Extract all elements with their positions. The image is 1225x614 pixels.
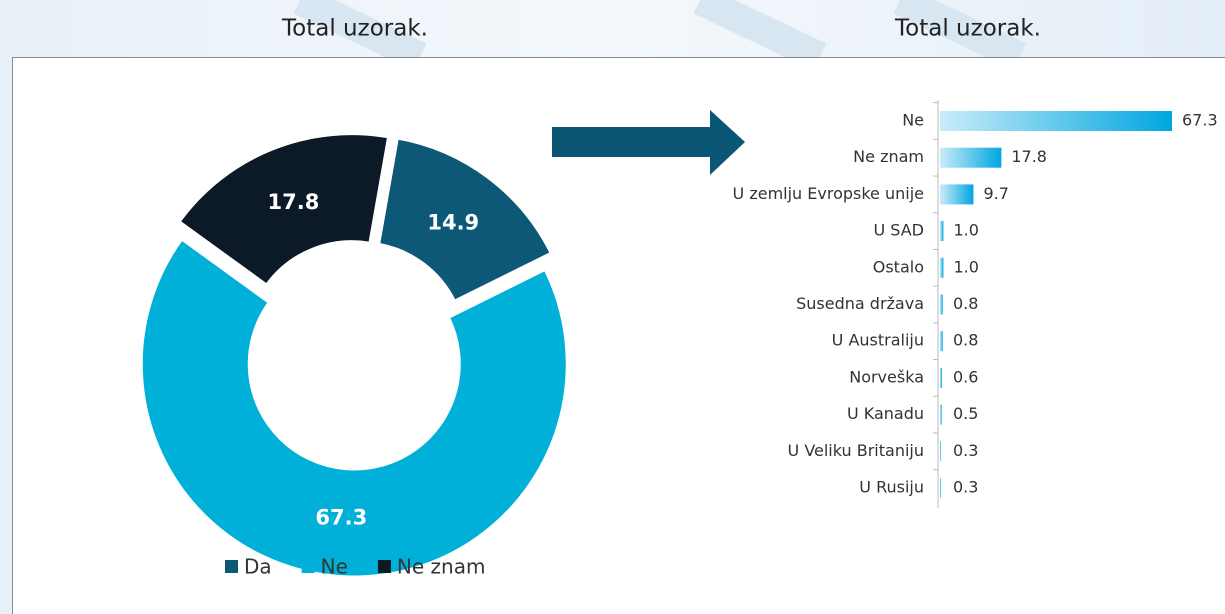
arrow	[552, 110, 745, 175]
legend-swatch	[301, 560, 315, 573]
donut-chart: 14.9 67.3 17.8 Da Ne Ne znam	[139, 132, 569, 579]
data-label: 0.3	[953, 478, 978, 497]
legend-label: Ne	[321, 555, 348, 579]
data-label: 0.5	[953, 404, 978, 423]
data-label: 0.3	[953, 441, 978, 460]
donut-slice	[376, 136, 554, 304]
data-label: 1.0	[953, 221, 978, 240]
y-tick-label: Ne znam	[853, 147, 924, 166]
data-label: 67.3	[315, 505, 367, 529]
y-tick-label: U SAD	[873, 221, 924, 240]
bar-chart: Ne 67.3 Ne znam 17.8 U zemlju Evropske unije…	[733, 100, 1218, 508]
bar	[940, 294, 943, 315]
data-label: 0.8	[953, 331, 978, 350]
chart-title: Total uzorak.	[894, 16, 1041, 42]
legend-label: Da	[244, 555, 272, 579]
legend-label: Ne znam	[397, 555, 486, 579]
y-tick-label: U Veliku Britaniju	[788, 441, 924, 460]
bar	[940, 478, 942, 498]
bar	[940, 257, 944, 278]
decoration	[293, 0, 1027, 71]
y-tick-label: U Kanadu	[847, 404, 924, 423]
y-tick-label: Ne	[902, 111, 924, 130]
data-label: 17.8	[268, 190, 320, 214]
data-label: 9.7	[983, 184, 1008, 203]
data-label: 1.0	[953, 257, 978, 276]
bar	[940, 147, 1002, 168]
data-label: 0.8	[953, 294, 978, 313]
y-tick-label: U Australiju	[832, 331, 924, 350]
y-tick-label: Ostalo	[873, 257, 924, 276]
data-label: 0.6	[953, 367, 978, 386]
bar	[940, 441, 942, 462]
data-label: 14.9	[427, 211, 479, 235]
bar	[940, 404, 942, 425]
y-tick-label: U zemlju Evropske unije	[733, 184, 924, 203]
y-tick-label: Norveška	[849, 367, 924, 386]
bar	[940, 111, 1172, 131]
bar	[940, 184, 974, 205]
data-label: 67.3	[1182, 111, 1218, 130]
chart-title: Total uzorak.	[281, 16, 428, 42]
bar	[940, 331, 943, 352]
legend-swatch	[377, 560, 391, 573]
bar	[940, 367, 943, 388]
bar	[940, 221, 944, 242]
donut-slice	[139, 236, 569, 579]
y-tick-label: U Rusiju	[859, 478, 924, 497]
legend-swatch	[225, 560, 238, 573]
donut-slice	[177, 132, 391, 288]
data-label: 17.8	[1011, 147, 1047, 166]
y-tick-label: Susedna država	[796, 294, 924, 313]
